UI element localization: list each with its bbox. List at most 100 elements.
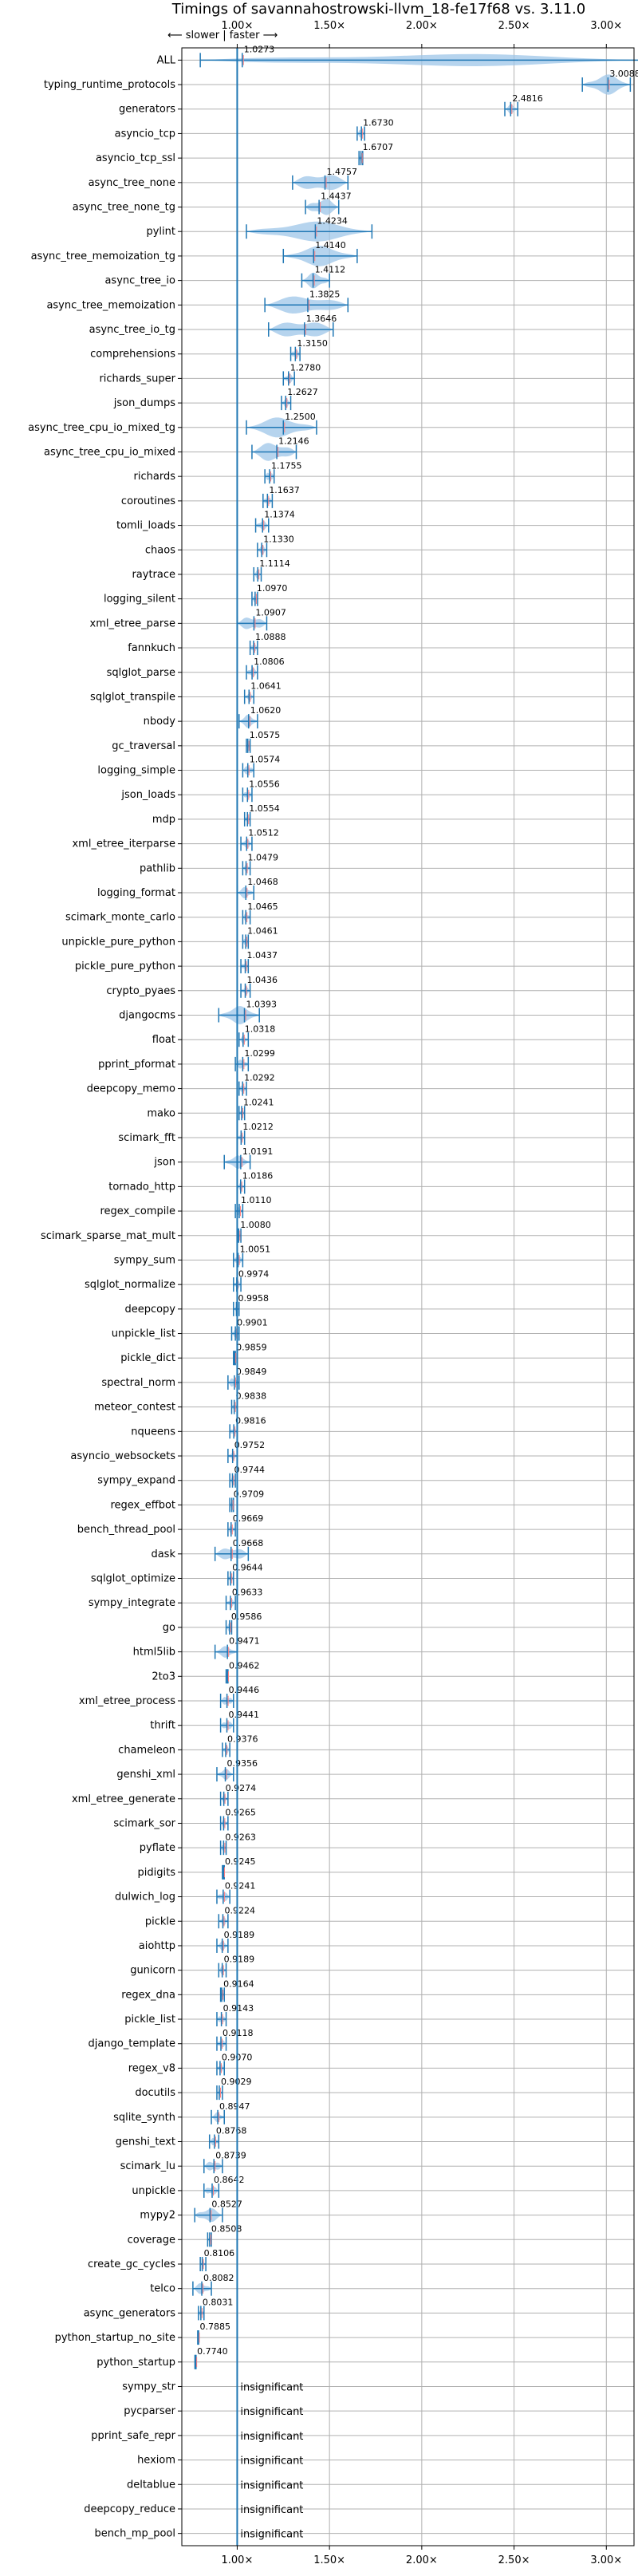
chart-title: Timings of savannahostrowski-llvm_18-fe1… xyxy=(171,1,585,18)
violin-create_gc_cycles: 0.8106 xyxy=(199,2248,234,2271)
benchmark-label: typing_runtime_protocols xyxy=(44,79,175,91)
benchmark-label: genshi_text xyxy=(116,2136,175,2148)
violin-scimark_lu: 0.8739 xyxy=(203,2150,246,2174)
violin-sqlglot_transpile: 1.0641 xyxy=(243,681,282,704)
violin-regex_effbot: 0.9709 xyxy=(229,1489,264,1513)
value-label: 1.0461 xyxy=(247,926,278,937)
x-tick-label-bottom: 2.50× xyxy=(498,2554,530,2566)
benchmark-label: coverage xyxy=(128,2234,175,2246)
benchmark-label: async_tree_io xyxy=(104,275,175,287)
value-label: 1.4234 xyxy=(317,215,348,226)
benchmark-label: json xyxy=(153,1157,175,1169)
benchmark-label: unpickle xyxy=(132,2185,175,2197)
value-label: 0.9029 xyxy=(221,2077,252,2087)
violin-regex_v8: 0.9070 xyxy=(216,2053,252,2076)
benchmark-label: mdp xyxy=(152,814,175,826)
benchmark-label: regex_v8 xyxy=(128,2062,175,2074)
value-label: 0.9441 xyxy=(228,1710,259,1720)
x-axis-top: 1.00× 1.50× 2.00× 2.50× 3.00× xyxy=(222,20,622,48)
x-tick-label-bottom: 1.00× xyxy=(222,2554,254,2566)
x-tick-label-bottom: 3.00× xyxy=(590,2554,622,2566)
value-label: 1.4140 xyxy=(315,240,346,250)
direction-label: ⟵ slower | faster ⟶ xyxy=(167,30,278,41)
benchmark-label: 2to3 xyxy=(152,1671,175,1682)
value-label: 1.0575 xyxy=(250,730,281,740)
insignificant-label: insignificant xyxy=(240,2456,303,2468)
value-label: 1.1374 xyxy=(264,510,295,520)
violin-async_tree_io_tg: 1.3646 xyxy=(268,314,337,337)
benchmark-label: logging_format xyxy=(97,887,175,899)
value-label: 1.3150 xyxy=(297,338,328,349)
value-label: 0.8739 xyxy=(215,2150,246,2160)
value-label: 1.0110 xyxy=(241,1195,272,1205)
value-label: 1.0888 xyxy=(255,632,286,642)
value-label: 0.9816 xyxy=(235,1415,266,1426)
violin-unpickle: 0.8642 xyxy=(203,2175,245,2198)
plot-frame xyxy=(181,47,635,2546)
value-label: 0.9143 xyxy=(223,2003,254,2014)
benchmark-label: richards xyxy=(134,471,176,483)
value-label: 0.9644 xyxy=(232,1563,263,1573)
violin-async_tree_cpu_io_mixed_tg: 1.2500 xyxy=(246,412,317,438)
violin-pickle: 0.9224 xyxy=(218,1905,255,1929)
violin-asyncio_tcp_ssl: 1.6707 xyxy=(358,142,393,166)
value-label: 0.9224 xyxy=(224,1905,255,1915)
benchmark-label: deepcopy xyxy=(124,1304,175,1316)
value-label: 1.2780 xyxy=(290,363,321,373)
violin-2to3: 0.9462 xyxy=(225,1660,259,1684)
value-label: 0.9668 xyxy=(233,1538,264,1548)
benchmark-label: xml_etree_parse xyxy=(90,617,175,629)
benchmark-label: django_template xyxy=(89,2038,175,2050)
benchmark-label: chaos xyxy=(145,544,175,556)
value-label: 1.4112 xyxy=(315,265,346,275)
value-label: 0.9189 xyxy=(224,1930,255,1940)
value-label: 1.0620 xyxy=(250,705,282,716)
violin-pathlib: 1.0479 xyxy=(242,852,278,876)
benchmark-label: chameleon xyxy=(118,1744,175,1756)
benchmark-label: create_gc_cycles xyxy=(88,2258,175,2270)
violin-deepcopy_memo: 1.0292 xyxy=(238,1073,275,1096)
value-label: 1.0273 xyxy=(244,44,275,54)
violin-fannkuch: 1.0888 xyxy=(249,632,286,656)
benchmark-label: logging_silent xyxy=(104,594,175,606)
violin-sqlglot_normalize: 0.9974 xyxy=(233,1268,269,1292)
value-label: 1.4757 xyxy=(327,167,358,177)
benchmark-label: scimark_sparse_mat_mult xyxy=(41,1230,175,1242)
value-label: 1.0436 xyxy=(247,975,278,985)
benchmark-label: pidigits xyxy=(138,1867,176,1879)
violin-nqueens: 0.9816 xyxy=(229,1415,266,1439)
value-label: 1.0641 xyxy=(250,681,282,692)
violin-json: 1.0191 xyxy=(223,1146,273,1170)
benchmark-label: logging_simple xyxy=(97,765,175,777)
violin-asyncio_tcp: 1.6730 xyxy=(356,118,394,141)
violin-logging_format: 1.0468 xyxy=(236,877,278,901)
violin-python_startup_no_site: 0.7885 xyxy=(197,2322,230,2345)
value-label: 1.0556 xyxy=(249,779,280,789)
benchmark-label: meteor_contest xyxy=(94,1402,175,1414)
benchmark-label: pickle_list xyxy=(124,2014,175,2026)
violin-pylint: 1.4234 xyxy=(246,215,373,242)
value-label: 1.1114 xyxy=(259,558,290,569)
benchmark-label: async_generators xyxy=(84,2307,176,2319)
violin-regex_compile: 1.0110 xyxy=(234,1195,272,1219)
benchmark-label: spectral_norm xyxy=(101,1377,175,1389)
violin-nbody: 1.0620 xyxy=(238,705,282,729)
benchmark-label: gunicorn xyxy=(130,1965,175,1977)
benchmark-label: tornado_http xyxy=(108,1181,175,1193)
benchmark-label: xml_etree_iterparse xyxy=(72,838,175,850)
value-label: 1.0299 xyxy=(244,1048,275,1059)
benchmark-label: unpickle_pure_python xyxy=(61,936,175,948)
benchmark-label: unpickle_list xyxy=(112,1328,175,1340)
value-label: 1.0212 xyxy=(242,1122,274,1132)
benchmark-label: pickle_pure_python xyxy=(75,961,175,972)
benchmark-label: thrift xyxy=(150,1720,175,1732)
violin-richards: 1.1755 xyxy=(264,460,302,484)
benchmark-label: tomli_loads xyxy=(116,520,175,532)
value-label: 0.7885 xyxy=(199,2322,230,2332)
benchmark-label: pickle xyxy=(145,1915,175,1927)
value-label: 1.0393 xyxy=(246,1000,278,1010)
insignificant-label: insignificant xyxy=(240,2406,303,2418)
violin-tomli_loads: 1.1374 xyxy=(254,510,295,533)
benchmark-label: sympy_str xyxy=(122,2381,175,2393)
violin-pyflate: 0.9263 xyxy=(219,1832,256,1856)
